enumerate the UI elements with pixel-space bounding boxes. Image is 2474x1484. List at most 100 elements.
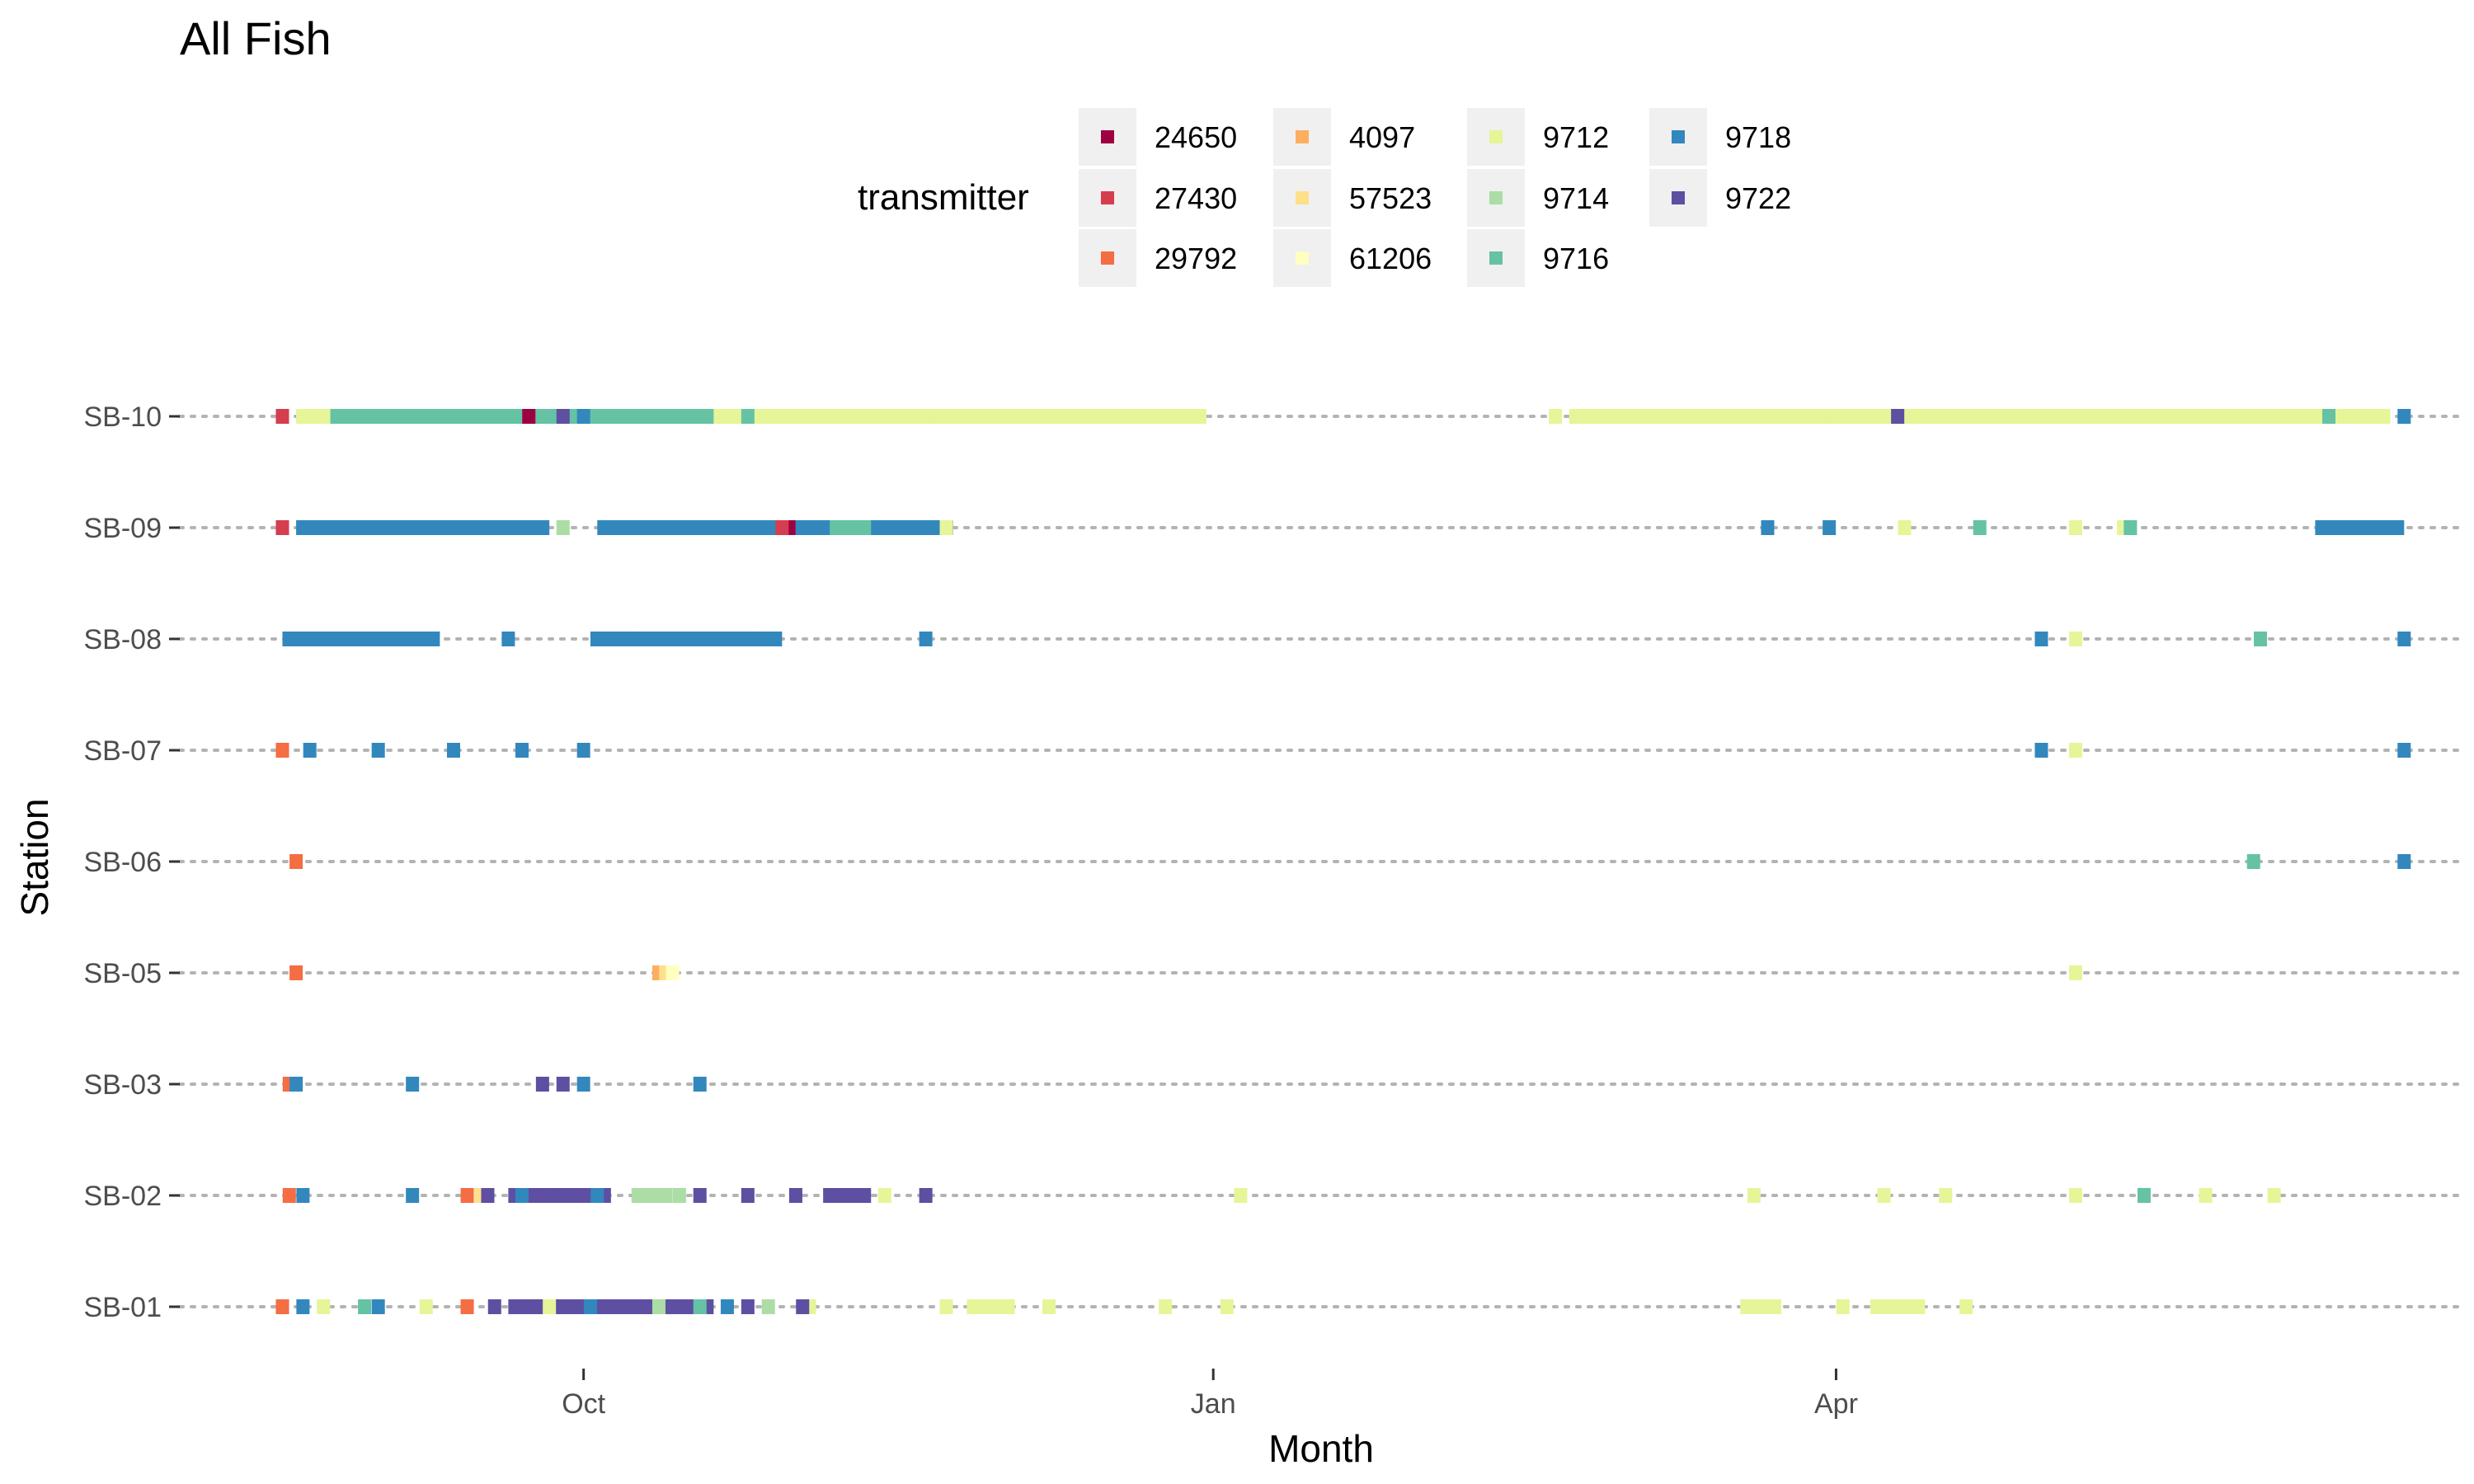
y-tick-label-sb-01: SB-01 xyxy=(84,1292,162,1323)
detection-9712 xyxy=(1898,520,1912,535)
detection-9722 xyxy=(487,1299,501,1314)
detection-9716 xyxy=(2124,520,2138,535)
detection-9712 xyxy=(1678,409,1692,424)
detection-9722 xyxy=(693,1188,707,1203)
detection-9718 xyxy=(296,1188,310,1203)
detection-9716 xyxy=(2254,632,2268,646)
y-tick-label-sb-07: SB-07 xyxy=(84,735,162,767)
legend-label-9714: 9714 xyxy=(1543,181,1609,215)
detection-9712 xyxy=(1042,1299,1056,1314)
detection-9712 xyxy=(1747,1188,1761,1203)
detection-9718 xyxy=(576,409,590,424)
detection-9714 xyxy=(761,1299,775,1314)
legend-swatch-61206 xyxy=(1296,251,1309,265)
legend-swatch-29792 xyxy=(1101,251,1114,265)
detection-9714 xyxy=(556,520,570,535)
detection-9718 xyxy=(2397,743,2411,758)
detection-9722 xyxy=(535,1077,549,1092)
y-axis: SB-10 SB-09 SB-08 SB-07 SB-06 SB-05 SB-03 SB-02… xyxy=(84,402,180,1323)
detection-9718 xyxy=(515,1188,529,1203)
detection-9718 xyxy=(2322,520,2336,535)
detection-9712 xyxy=(1022,409,1036,424)
legend-label-61206: 61206 xyxy=(1349,242,1432,275)
detection-29792 xyxy=(460,1299,474,1314)
detection-9722 xyxy=(611,1299,625,1314)
detection-29792 xyxy=(282,1188,296,1203)
legend-label-27430: 27430 xyxy=(1155,181,1237,215)
detection-9718 xyxy=(289,1077,303,1092)
detection-9712 xyxy=(2267,1188,2281,1203)
detection-run-sb-02 xyxy=(508,1188,611,1203)
detection-9718 xyxy=(2034,632,2048,646)
y-axis-title: Station xyxy=(13,798,56,916)
detection-run-sb-09 xyxy=(2315,520,2405,535)
detection-run-sb-02 xyxy=(631,1188,673,1203)
detection-9716 xyxy=(2246,854,2260,869)
detection-9714 xyxy=(651,1299,666,1314)
detection-run-sb-08 xyxy=(590,632,783,646)
detection-9712 xyxy=(2096,409,2110,424)
legend-label-9712: 9712 xyxy=(1543,120,1609,154)
detection-9712 xyxy=(1877,1188,1891,1203)
detection-9716 xyxy=(741,409,755,424)
legend-title: transmitter xyxy=(858,177,1029,218)
y-tick-label-sb-05: SB-05 xyxy=(84,958,162,989)
detection-run-sb-01 xyxy=(1740,1299,1782,1314)
detection-9716 xyxy=(693,1299,707,1314)
legend-label-4097: 4097 xyxy=(1349,120,1415,154)
detection-9716 xyxy=(358,1299,372,1314)
detection-9718 xyxy=(406,1077,420,1092)
detection-9712 xyxy=(939,1299,953,1314)
detection-9722 xyxy=(481,1188,495,1203)
detection-27430 xyxy=(275,409,289,424)
x-tick-label-jan: Jan xyxy=(1191,1388,1236,1420)
detection-9712 xyxy=(2068,1188,2082,1203)
detection-29792 xyxy=(289,965,303,980)
detection-9718 xyxy=(590,1188,604,1203)
detection-9712 xyxy=(1234,1188,1248,1203)
legend-label-24650: 24650 xyxy=(1155,120,1237,154)
detection-9712 xyxy=(1829,409,1843,424)
chart-title: All Fish xyxy=(180,12,332,64)
detection-9712 xyxy=(1836,1299,1850,1314)
legend-label-9718: 9718 xyxy=(1725,120,1791,154)
detection-9722 xyxy=(837,1188,851,1203)
legend-swatch-9718 xyxy=(1672,130,1685,143)
legend-swatch-9712 xyxy=(1489,130,1503,143)
detection-9712 xyxy=(2068,965,2082,980)
detection-9718 xyxy=(406,1188,420,1203)
detection-9712 xyxy=(543,1299,557,1314)
detection-9712 xyxy=(419,1299,433,1314)
detection-9718 xyxy=(501,520,515,535)
detection-run-sb-01 xyxy=(967,1299,1015,1314)
detection-9722 xyxy=(796,1299,810,1314)
detection-9718 xyxy=(515,743,529,758)
detection-9718 xyxy=(919,632,933,646)
detection-run-sb-08 xyxy=(282,632,440,646)
detection-24650 xyxy=(522,409,536,424)
detection-9712 xyxy=(939,520,953,535)
detection-9716 xyxy=(1973,520,1987,535)
detection-9718 xyxy=(323,632,337,646)
legend-label-57523: 57523 xyxy=(1349,181,1432,215)
legend-swatch-9714 xyxy=(1489,191,1503,204)
detection-9712 xyxy=(1747,1299,1761,1314)
legend-swatch-27430 xyxy=(1101,191,1114,204)
detection-29792 xyxy=(275,743,289,758)
detection-9718 xyxy=(296,1299,310,1314)
detection-9722 xyxy=(1891,409,1905,424)
detection-61206 xyxy=(666,965,680,980)
detection-9712 xyxy=(877,1188,891,1203)
detection-29792 xyxy=(289,854,303,869)
y-tick-label-sb-09: SB-09 xyxy=(84,513,162,544)
detection-9712 xyxy=(317,1299,331,1314)
detection-27430 xyxy=(275,520,289,535)
detection-9716 xyxy=(2137,1188,2151,1203)
detection-9722 xyxy=(919,1188,933,1203)
detection-9712 xyxy=(2068,632,2082,646)
detection-9712 xyxy=(2246,409,2260,424)
detection-9718 xyxy=(576,743,590,758)
detection-9718 xyxy=(446,743,460,758)
detection-run-sb-01 xyxy=(508,1299,714,1314)
